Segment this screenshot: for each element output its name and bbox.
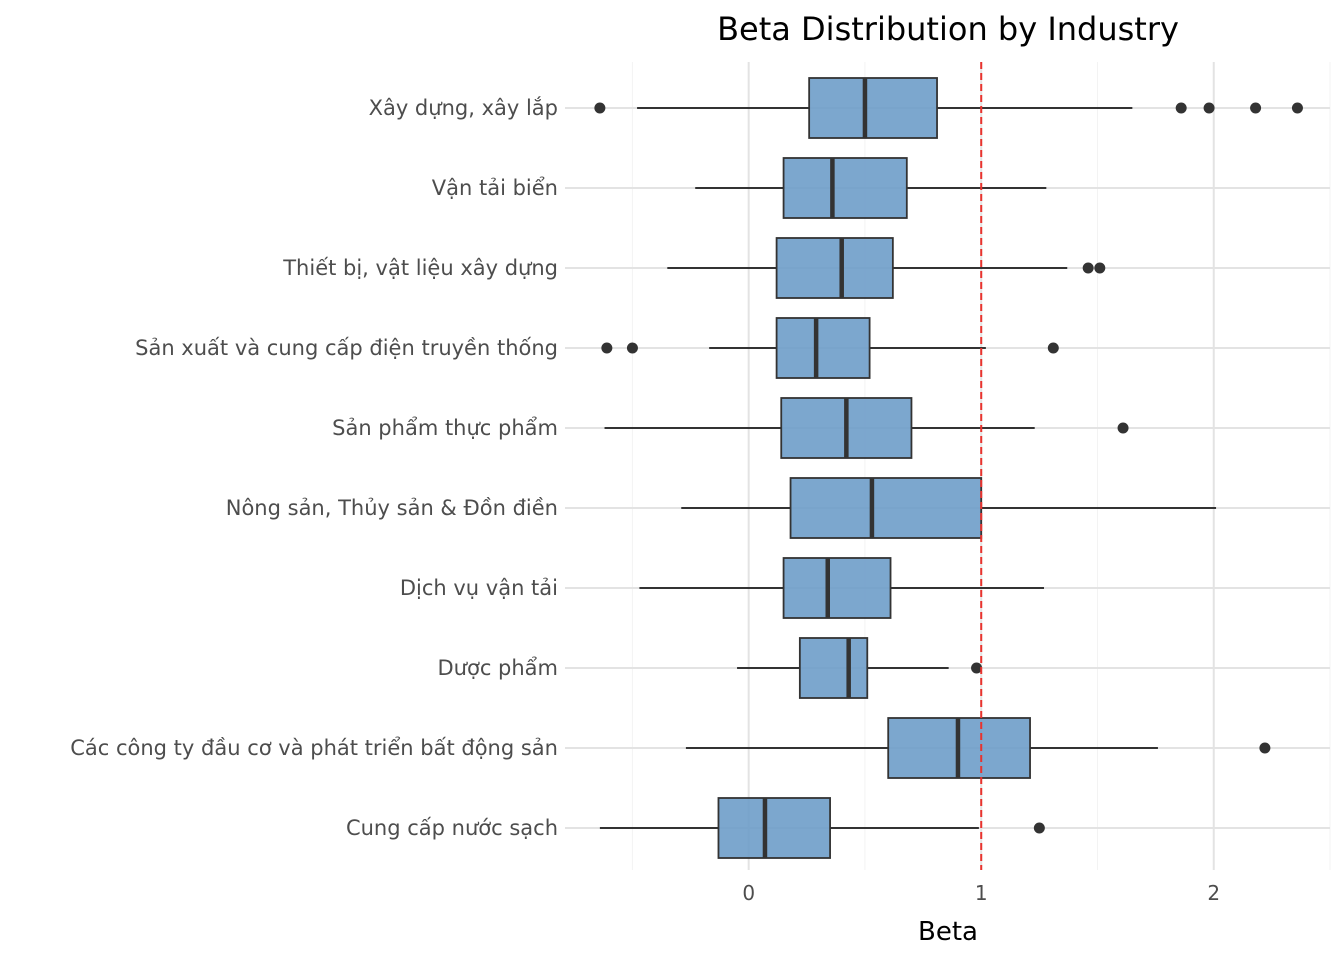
- boxes: [594, 62, 1303, 870]
- x-axis-ticks: 0 1 2: [742, 881, 1220, 905]
- outlier-point: [1175, 102, 1187, 114]
- outlier-point: [1082, 262, 1094, 274]
- outlier-point: [971, 662, 983, 674]
- outlier-point: [1117, 422, 1129, 434]
- category-label: Các công ty đầu cơ và phát triển bất độn…: [70, 736, 558, 760]
- chart-title: Beta Distribution by Industry: [717, 10, 1179, 48]
- outlier-point: [1291, 102, 1303, 114]
- category-label: Dược phẩm: [437, 656, 558, 680]
- box: [782, 557, 892, 619]
- outlier-point: [1047, 342, 1059, 354]
- box: [775, 237, 894, 299]
- category-label: Dịch vụ vận tải: [400, 576, 558, 600]
- outlier-point: [1250, 102, 1262, 114]
- y-axis-labels: Xây dựng, xây lắp Vận tải biển Thiết bị, v…: [70, 96, 558, 840]
- category-label: Nông sản, Thủy sản & Đồn điền: [226, 496, 558, 520]
- outlier-point: [601, 342, 613, 354]
- x-tick-label: 1: [975, 881, 988, 905]
- box: [808, 77, 938, 139]
- x-tick-label: 0: [742, 881, 755, 905]
- category-label: Cung cấp nước sạch: [346, 816, 558, 840]
- outlier-point: [1033, 822, 1045, 834]
- box: [717, 797, 831, 859]
- outlier-point: [1259, 742, 1271, 754]
- box: [789, 477, 983, 539]
- x-axis-label: Beta: [918, 917, 978, 947]
- box: [775, 317, 871, 379]
- outlier-point: [1203, 102, 1215, 114]
- box: [782, 157, 908, 219]
- category-label: Vận tải biển: [432, 176, 558, 200]
- outlier-point: [1094, 262, 1106, 274]
- category-label: Sản phẩm thực phẩm: [332, 416, 558, 440]
- category-label: Xây dựng, xây lắp: [369, 96, 558, 120]
- outlier-point: [626, 342, 638, 354]
- box: [798, 637, 869, 699]
- outlier-point: [594, 102, 606, 114]
- x-tick-label: 2: [1207, 881, 1220, 905]
- category-label: Sản xuất và cung cấp điện truyền thống: [135, 336, 558, 360]
- category-label: Thiết bị, vật liệu xây dựng: [282, 256, 558, 280]
